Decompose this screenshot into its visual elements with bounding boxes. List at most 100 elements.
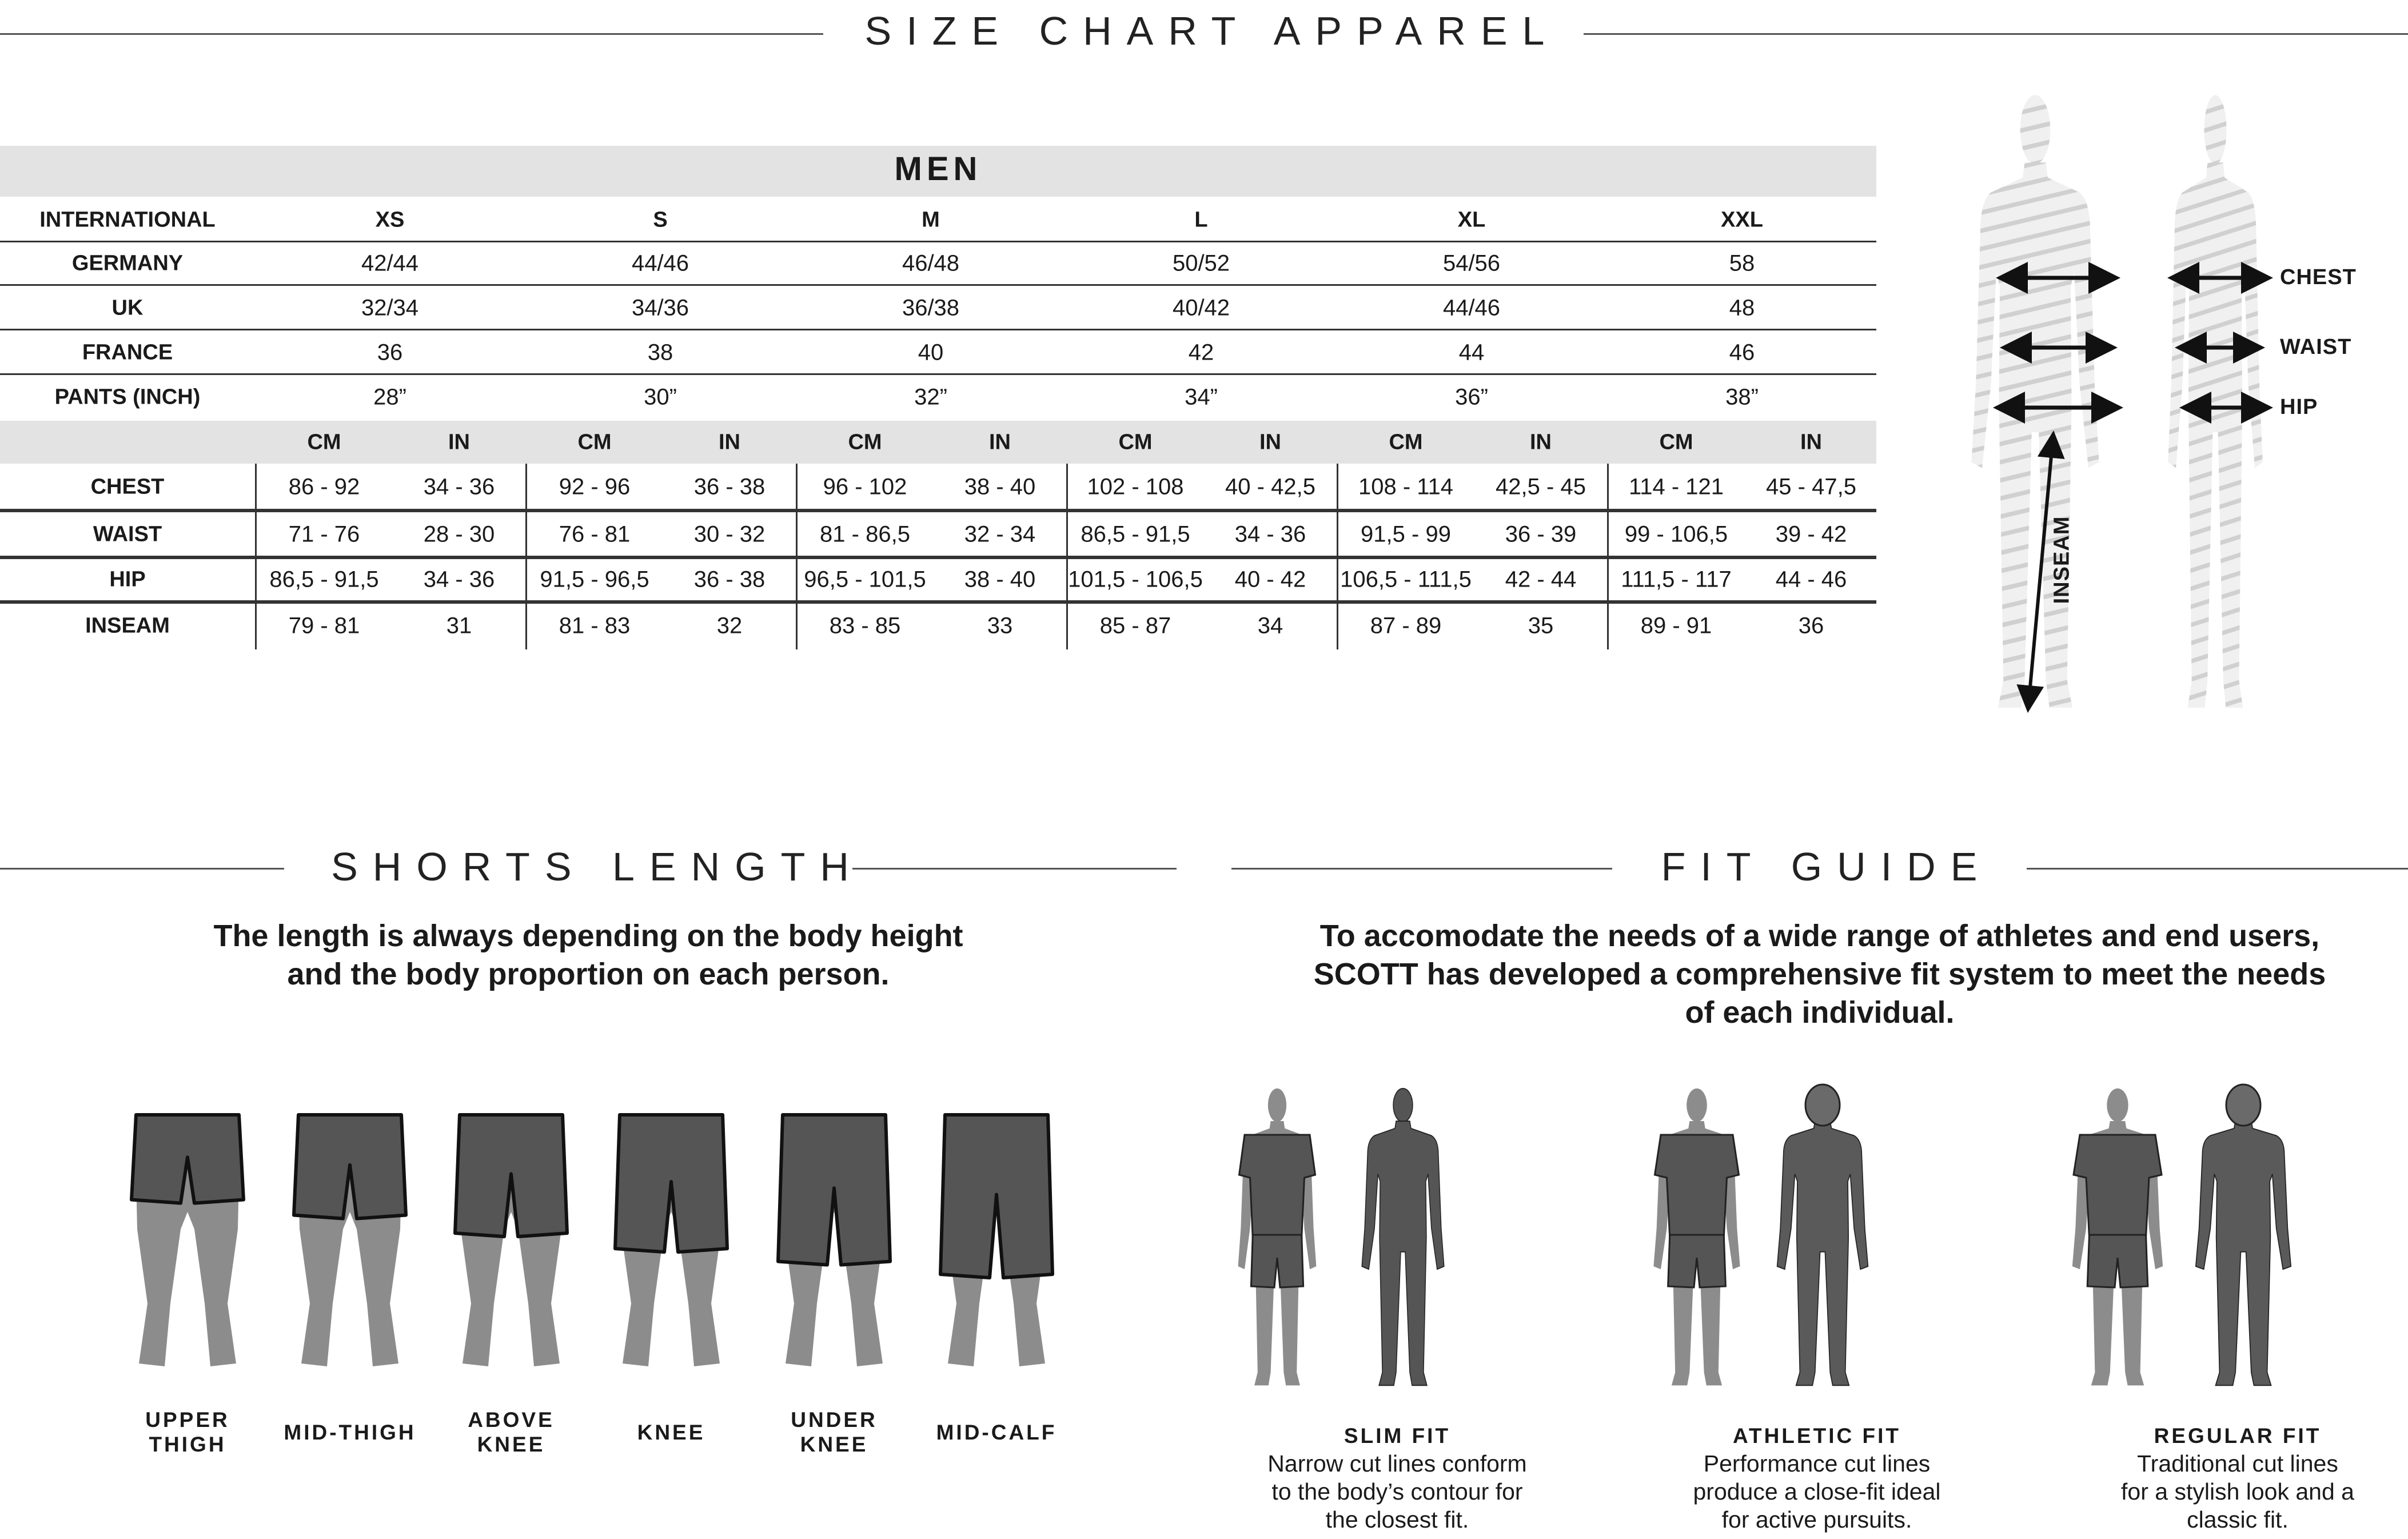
- unit-header: CM: [848, 430, 882, 454]
- hood-icon: [1804, 1083, 1841, 1127]
- inch-value: 36 - 39: [1505, 521, 1577, 547]
- size-cell: XS: [375, 208, 405, 232]
- shorts-length-label: UNDER KNEE: [791, 1408, 878, 1457]
- measure-label: CHEST: [90, 475, 165, 499]
- shorts-length-label: MID-THIGH: [284, 1420, 416, 1445]
- cm-value: 71 - 76: [288, 521, 360, 547]
- label-line: UPPER: [145, 1408, 230, 1432]
- row-label: UK: [111, 296, 143, 320]
- size-cell: 38”: [1725, 384, 1759, 410]
- cm-value: 114 - 121: [1628, 474, 1724, 500]
- inch-value: 40 - 42,5: [1225, 474, 1315, 500]
- shorts-figure: [130, 1113, 245, 1366]
- description-line: To accomodate the needs of a wide range …: [1319, 919, 2320, 953]
- shorts-rule-left: [0, 868, 284, 870]
- size-cell: S: [653, 208, 668, 232]
- label-line: KNEE: [800, 1433, 868, 1456]
- row-label: INTERNATIONAL: [39, 208, 216, 232]
- row-label: FRANCE: [82, 340, 173, 365]
- waist-label: WAIST: [2280, 335, 2352, 359]
- shirt-icon: [1238, 1134, 1317, 1239]
- cm-value: 91,5 - 99: [1361, 521, 1451, 547]
- size-cell: 46: [1729, 340, 1755, 365]
- fit-text-line: to the body’s contour for: [1271, 1478, 1523, 1505]
- inch-value: 38 - 40: [964, 474, 1036, 500]
- size-cell: 36: [377, 340, 403, 365]
- front-silhouette: [1971, 95, 2099, 708]
- inch-value: 34 - 36: [1234, 521, 1306, 547]
- description-line: of each individual.: [1685, 995, 1955, 1030]
- size-cell: M: [922, 208, 940, 232]
- cm-value: 76 - 81: [559, 521, 631, 547]
- fit-text-line: for active pursuits.: [1721, 1506, 1912, 1533]
- fit-text-line: for a stylish look and a: [2121, 1478, 2354, 1505]
- outfit-figure: [1776, 1087, 1869, 1386]
- label-line: THIGH: [149, 1433, 226, 1456]
- description-line: SCOTT has developed a comprehensive fit …: [1313, 957, 2326, 991]
- size-cell: 44/46: [631, 250, 689, 276]
- shirt-icon: [2072, 1134, 2163, 1239]
- shorts-icon: [292, 1113, 408, 1221]
- size-cell: 42: [1188, 340, 1214, 365]
- row-divider: [0, 241, 1876, 242]
- inch-value: 42 - 44: [1505, 567, 1577, 592]
- inch-value: 36 - 38: [693, 567, 766, 592]
- inch-value: 28 - 30: [423, 521, 495, 547]
- size-cell: XXL: [1721, 208, 1763, 232]
- inch-value: 40 - 42: [1234, 567, 1306, 592]
- men-band: [0, 146, 1876, 197]
- unit-header: IN: [719, 430, 740, 454]
- fit-guide-description: To accomodate the needs of a wide range …: [1314, 917, 2326, 1032]
- unit-header: IN: [989, 430, 1011, 454]
- shorts-rule-right: [852, 868, 1177, 870]
- size-cell: 28”: [373, 384, 406, 410]
- size-cell: 32/34: [361, 295, 419, 321]
- fit-title: ATHLETIC FIT: [1733, 1424, 1901, 1448]
- inch-value: 44 - 46: [1775, 567, 1847, 592]
- shorts-figure: [453, 1113, 569, 1366]
- fit-guide-title: FIT GUIDE: [1661, 844, 1992, 889]
- unit-header: CM: [1389, 430, 1423, 454]
- cm-value: 108 - 114: [1358, 474, 1454, 500]
- size-cell: 32”: [914, 384, 947, 410]
- fit-title: SLIM FIT: [1343, 1424, 1451, 1448]
- cm-value: 87 - 89: [1370, 613, 1442, 639]
- size-cell: 44/46: [1442, 295, 1501, 321]
- inch-value: 32 - 34: [964, 521, 1036, 547]
- cm-value: 86,5 - 91,5: [1081, 521, 1190, 547]
- label-line: MID-THIGH: [284, 1421, 416, 1444]
- shorts-icon: [939, 1113, 1054, 1279]
- cm-value: 79 - 81: [288, 613, 360, 639]
- measure-label: INSEAM: [85, 613, 170, 638]
- row-divider: [0, 509, 1876, 512]
- size-cell: 48: [1729, 295, 1755, 321]
- label-line: MID-CALF: [936, 1421, 1057, 1444]
- label-line: ABOVE: [468, 1408, 555, 1432]
- cm-value: 96,5 - 101,5: [804, 567, 926, 592]
- label-line: KNEE: [637, 1421, 705, 1444]
- chest-label: CHEST: [2280, 265, 2357, 289]
- cm-value: 92 - 96: [559, 474, 631, 500]
- size-cell: 58: [1729, 250, 1755, 276]
- cm-value: 89 - 91: [1640, 613, 1712, 639]
- row-divider: [0, 373, 1876, 375]
- row-divider: [0, 600, 1876, 604]
- inch-value: 36: [1798, 613, 1824, 639]
- unit-header: IN: [1259, 430, 1281, 454]
- row-divider: [0, 556, 1876, 559]
- inch-value: 38 - 40: [964, 567, 1036, 592]
- unit-header: IN: [1530, 430, 1552, 454]
- row-divider: [0, 284, 1876, 286]
- shorts-icon: [776, 1113, 892, 1267]
- label-line: KNEE: [477, 1433, 545, 1456]
- size-cell: 38: [647, 340, 673, 365]
- shorts-figure: [939, 1113, 1054, 1366]
- size-cell: 34”: [1185, 384, 1218, 410]
- size-cell: 44: [1458, 340, 1485, 365]
- fit-caption: SLIM FIT Narrow cut lines conform to the b…: [1267, 1422, 1526, 1534]
- side-silhouette: [2168, 95, 2263, 708]
- fit-title: REGULAR FIT: [2154, 1424, 2322, 1448]
- shorts-icon: [453, 1113, 569, 1238]
- shirt-icon: [1653, 1134, 1740, 1239]
